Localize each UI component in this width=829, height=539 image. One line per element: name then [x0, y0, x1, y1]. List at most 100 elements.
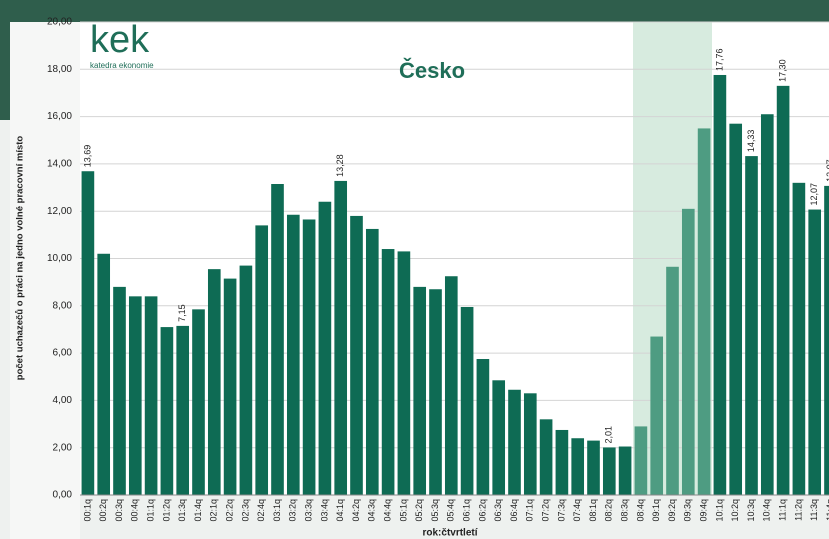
bar [697, 128, 711, 496]
bar [760, 114, 774, 496]
bar [239, 265, 253, 495]
x-tick-label: 05:2q [414, 499, 424, 522]
x-tick-label: 07:2q [540, 499, 550, 522]
x-tick-label: 03:1q [272, 499, 282, 522]
bar [792, 182, 806, 495]
bar [444, 276, 458, 495]
x-tick-label: 08:2q [604, 499, 614, 522]
y-tick-label: 10,00 [47, 253, 72, 264]
x-tick-label: 11:3q [809, 499, 819, 521]
y-tick-label: 16,00 [47, 111, 72, 122]
y-tick-label: 12,00 [47, 206, 72, 217]
bar [492, 380, 506, 495]
bar [160, 327, 174, 495]
axis-panel [10, 22, 80, 539]
x-tick-label: 08:4q [635, 499, 645, 522]
bar [413, 286, 427, 495]
bar [350, 215, 363, 495]
bar [128, 296, 142, 495]
x-tick-label: 10:1q [714, 499, 724, 522]
x-tick-label: 09:2q [667, 499, 677, 522]
y-tick-label: 2,00 [53, 442, 73, 453]
bar [824, 185, 829, 495]
bar [381, 249, 395, 495]
bar [539, 419, 553, 495]
x-tick-label: 03:4q [319, 499, 329, 522]
x-tick-label: 11:4q [825, 499, 829, 521]
x-tick-label: 02:2q [224, 499, 234, 522]
bar [255, 225, 269, 495]
bar [397, 251, 411, 495]
y-tick-label: 6,00 [53, 348, 73, 359]
bar [729, 123, 743, 495]
y-tick-label: 0,00 [53, 490, 73, 501]
value-label: 17,30 [777, 59, 787, 82]
bar [318, 201, 332, 496]
value-label: 7,15 [177, 304, 187, 322]
bar [681, 208, 695, 495]
x-tick-label: 04:4q [382, 499, 392, 522]
x-tick-label: 11:1q [777, 499, 787, 521]
x-tick-label: 07:3q [556, 499, 566, 522]
value-label: 12,07 [809, 183, 819, 206]
chart-title: Česko [399, 58, 465, 83]
y-tick-label: 18,00 [47, 64, 72, 75]
bar [286, 214, 300, 495]
x-tick-label: 08:3q [619, 499, 629, 522]
bar [113, 286, 126, 495]
bar [207, 269, 221, 495]
x-tick-label: 07:1q [525, 499, 535, 522]
bar [97, 253, 111, 495]
x-tick-label: 02:1q [209, 499, 219, 522]
x-tick-label: 02:4q [256, 499, 266, 522]
x-tick-label: 03:2q [288, 499, 298, 522]
x-tick-label: 11:2q [793, 499, 803, 521]
bar [302, 219, 316, 496]
x-tick-label: 01:1q [145, 499, 155, 522]
value-label: 13,69 [82, 145, 92, 168]
y-tick-label: 20,00 [47, 17, 72, 28]
y-tick-label: 14,00 [47, 159, 72, 170]
logo-mark: kek [90, 19, 150, 61]
bar [713, 74, 727, 495]
y-tick-label: 8,00 [53, 300, 73, 311]
bar [508, 389, 521, 495]
x-tick-label: 09:3q [683, 499, 693, 522]
y-axis-title: počet uchazečů o práci na jedno volné pr… [15, 136, 26, 381]
value-label: 2,01 [604, 426, 614, 444]
x-tick-label: 04:1q [335, 499, 345, 522]
x-tick-label: 09:1q [651, 499, 661, 522]
x-tick-label: 04:2q [351, 499, 361, 522]
x-tick-label: 04:3q [367, 499, 377, 522]
bar [460, 306, 474, 495]
bar [365, 228, 379, 495]
x-tick-label: 01:3q [177, 499, 187, 522]
bar [476, 359, 490, 495]
logo-text: katedra ekonomie [90, 61, 154, 70]
bar [81, 171, 95, 495]
x-tick-label: 05:1q [398, 499, 408, 522]
x-tick-label: 03:3q [303, 499, 313, 522]
x-tick-label: 10:4q [762, 499, 772, 522]
x-tick-label: 01:2q [161, 499, 171, 522]
x-tick-label: 06:3q [493, 499, 503, 522]
bar [602, 447, 616, 495]
bar [192, 309, 205, 495]
top-band [0, 0, 829, 22]
x-tick-label: 06:2q [477, 499, 487, 522]
bar [618, 446, 632, 495]
bar [571, 438, 585, 495]
bar [745, 156, 758, 495]
x-tick-label: 00:4q [130, 499, 140, 522]
x-tick-label: 10:3q [746, 499, 756, 522]
bar [650, 336, 664, 495]
x-tick-label: 10:2q [730, 499, 740, 522]
value-label: 13,07 [825, 159, 829, 182]
bar [271, 184, 284, 495]
x-tick-label: 06:1q [461, 499, 471, 522]
bar [523, 393, 537, 495]
x-tick-label: 02:3q [240, 499, 250, 522]
x-tick-label: 00:1q [82, 499, 92, 522]
